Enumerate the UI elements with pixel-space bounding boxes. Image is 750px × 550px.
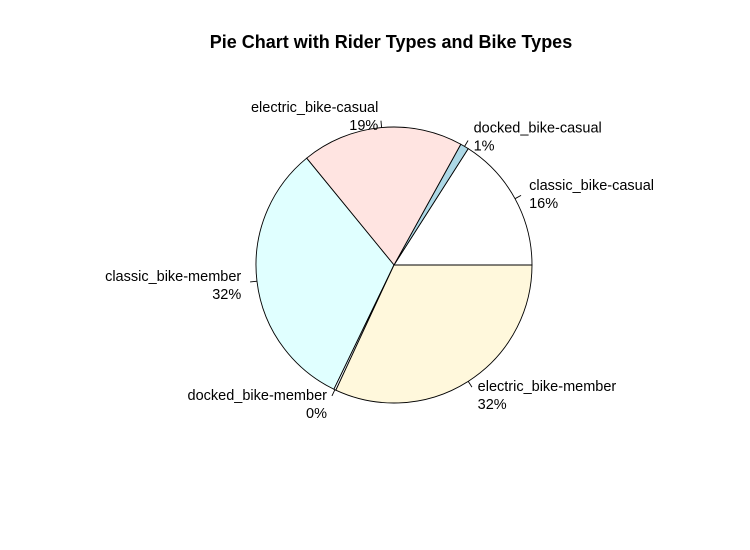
slice-label-docked_bike-casual: docked_bike-casual xyxy=(474,121,602,137)
slices-layer xyxy=(255,126,533,404)
slice-percent-electric_bike-casual: 19% xyxy=(349,118,378,134)
pie-slice-electric_bike-member xyxy=(335,264,533,404)
slice-percent-classic_bike-casual: 16% xyxy=(529,196,558,212)
label-tick-classic_bike-casual xyxy=(514,194,522,200)
slice-percent-electric_bike-member: 32% xyxy=(478,397,507,413)
label-tick-docked_bike-member xyxy=(331,389,336,397)
label-tick-electric_bike-member xyxy=(467,381,473,388)
slice-label-electric_bike-member: electric_bike-member xyxy=(478,379,617,395)
pie-slice-classic_bike-member xyxy=(255,157,395,390)
slice-label-classic_bike-member: classic_bike-member xyxy=(105,269,241,285)
pie-slice-classic_bike-casual xyxy=(393,148,533,266)
chart-title: Pie Chart with Rider Types and Bike Type… xyxy=(210,32,572,52)
label-tick-classic_bike-member xyxy=(250,280,258,283)
slice-label-docked_bike-member: docked_bike-member xyxy=(188,388,328,404)
label-tick-docked_bike-casual xyxy=(464,140,469,147)
slice-percent-docked_bike-casual: 1% xyxy=(474,139,495,155)
pie-slice-electric_bike-casual xyxy=(306,126,462,266)
slice-label-classic_bike-casual: classic_bike-casual xyxy=(529,178,654,194)
slice-percent-classic_bike-member: 32% xyxy=(212,287,241,303)
labels-layer: classic_bike-casual 16% docked_bike-casual… xyxy=(105,100,654,422)
slice-label-electric_bike-casual: electric_bike-casual xyxy=(251,100,378,116)
label-tick-electric_bike-casual xyxy=(380,120,383,128)
slice-percent-docked_bike-member: 0% xyxy=(306,406,327,422)
